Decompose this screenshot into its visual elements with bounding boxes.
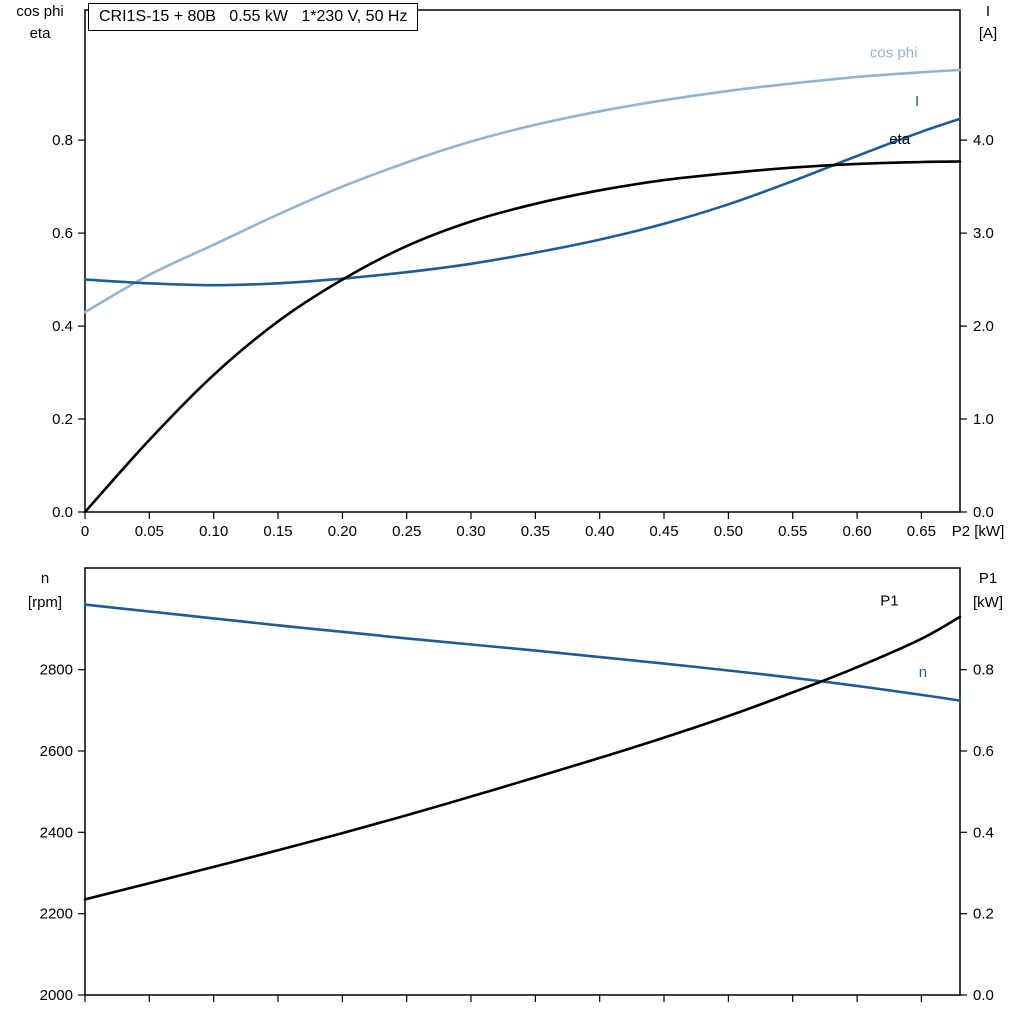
y-right-tick-label-bottom: 0.8 [973, 662, 994, 679]
x-tick-label-top: 0.10 [199, 523, 228, 540]
y-left-tick-label-bottom: 2200 [40, 906, 73, 923]
y-left-axis-header-top: cos phi [16, 3, 64, 20]
curve-label-cos-phi: cos phi [870, 44, 918, 61]
x-tick-label-top: 0 [81, 523, 89, 540]
y-left-axis-header-bottom: n [41, 570, 49, 587]
curve-label-eta: eta [889, 131, 911, 148]
x-tick-label-top: 0.30 [456, 523, 485, 540]
y-left-tick-label-bottom: 2800 [40, 662, 73, 679]
x-tick-label-top: 0.05 [135, 523, 164, 540]
y-left-axis-header-top: eta [30, 25, 52, 42]
plot-frame-bottom [84, 567, 961, 996]
x-tick-label-top: 0.40 [585, 523, 614, 540]
y-right-tick-label-top: 4.0 [973, 132, 994, 149]
curve-label-p1: P1 [880, 592, 898, 609]
y-left-axis-header-bottom: [rpm] [28, 594, 62, 611]
chart-title-box: CRI1S-15 + 80B 0.55 kW 1*230 V, 50 Hz [88, 3, 419, 31]
x-tick-label-top: 0.15 [263, 523, 292, 540]
y-left-tick-label-top: 0.8 [52, 132, 73, 149]
y-left-tick-label-top: 0.2 [52, 411, 73, 428]
chart-top-panel: 0.0 0.2 0.4 0.6 0.8 0.0 1.0 2.0 3.0 4.0 0 0.05 0.10 0… [16, 3, 1005, 540]
y-left-tick-label-top: 0.0 [52, 504, 73, 521]
y-right-axis-header-top: I [986, 3, 990, 20]
y-right-tick-label-top: 0.0 [973, 504, 994, 521]
y-right-axis-header-bottom: [kW] [973, 594, 1003, 611]
x-tick-label-top: 0.50 [714, 523, 743, 540]
chart-bottom-panel: 2000 2200 2400 2600 2800 0.0 0.2 0.4 0.6 0.8 n [rpm… [28, 567, 1003, 1004]
y-right-tick-label-top: 3.0 [973, 225, 994, 242]
y-right-tick-label-top: 1.0 [973, 411, 994, 428]
curve-n [83, 603, 962, 702]
curve-eta [83, 160, 962, 514]
y-left-tick-label-top: 0.6 [52, 225, 73, 242]
x-tick-label-top: 0.20 [328, 523, 357, 540]
y-left-tick-label-bottom: 2600 [40, 743, 73, 760]
y-right-tick-label-bottom: 0.0 [973, 987, 994, 1004]
curve-label-i: I [915, 93, 919, 110]
y-left-tick-label-bottom: 2400 [40, 824, 73, 841]
x-tick-label-top: 0.60 [842, 523, 871, 540]
curve-cos-phi [83, 68, 962, 314]
y-right-tick-label-bottom: 0.4 [973, 824, 994, 841]
y-right-tick-label-top: 2.0 [973, 318, 994, 335]
x-tick-label-top: 0.65 [907, 523, 936, 540]
curve-label-n: n [919, 664, 927, 681]
x-tick-label-top: 0.45 [649, 523, 678, 540]
y-left-tick-label-top: 0.4 [52, 318, 73, 335]
x-tick-label-top: 0.55 [778, 523, 807, 540]
curve-i [83, 117, 962, 287]
y-right-tick-label-bottom: 0.6 [973, 743, 994, 760]
y-right-tick-label-bottom: 0.2 [973, 906, 994, 923]
y-right-axis-header-bottom: P1 [979, 570, 997, 587]
x-tick-label-top: 0.25 [392, 523, 421, 540]
y-left-tick-label-bottom: 2000 [40, 987, 73, 1004]
y-right-axis-header-top: [A] [979, 25, 997, 42]
x-tick-label-top: 0.35 [521, 523, 550, 540]
curve-p1 [83, 615, 962, 901]
plot-frame-top [84, 9, 961, 513]
x-axis-label-top: P2 [kW] [952, 523, 1005, 540]
